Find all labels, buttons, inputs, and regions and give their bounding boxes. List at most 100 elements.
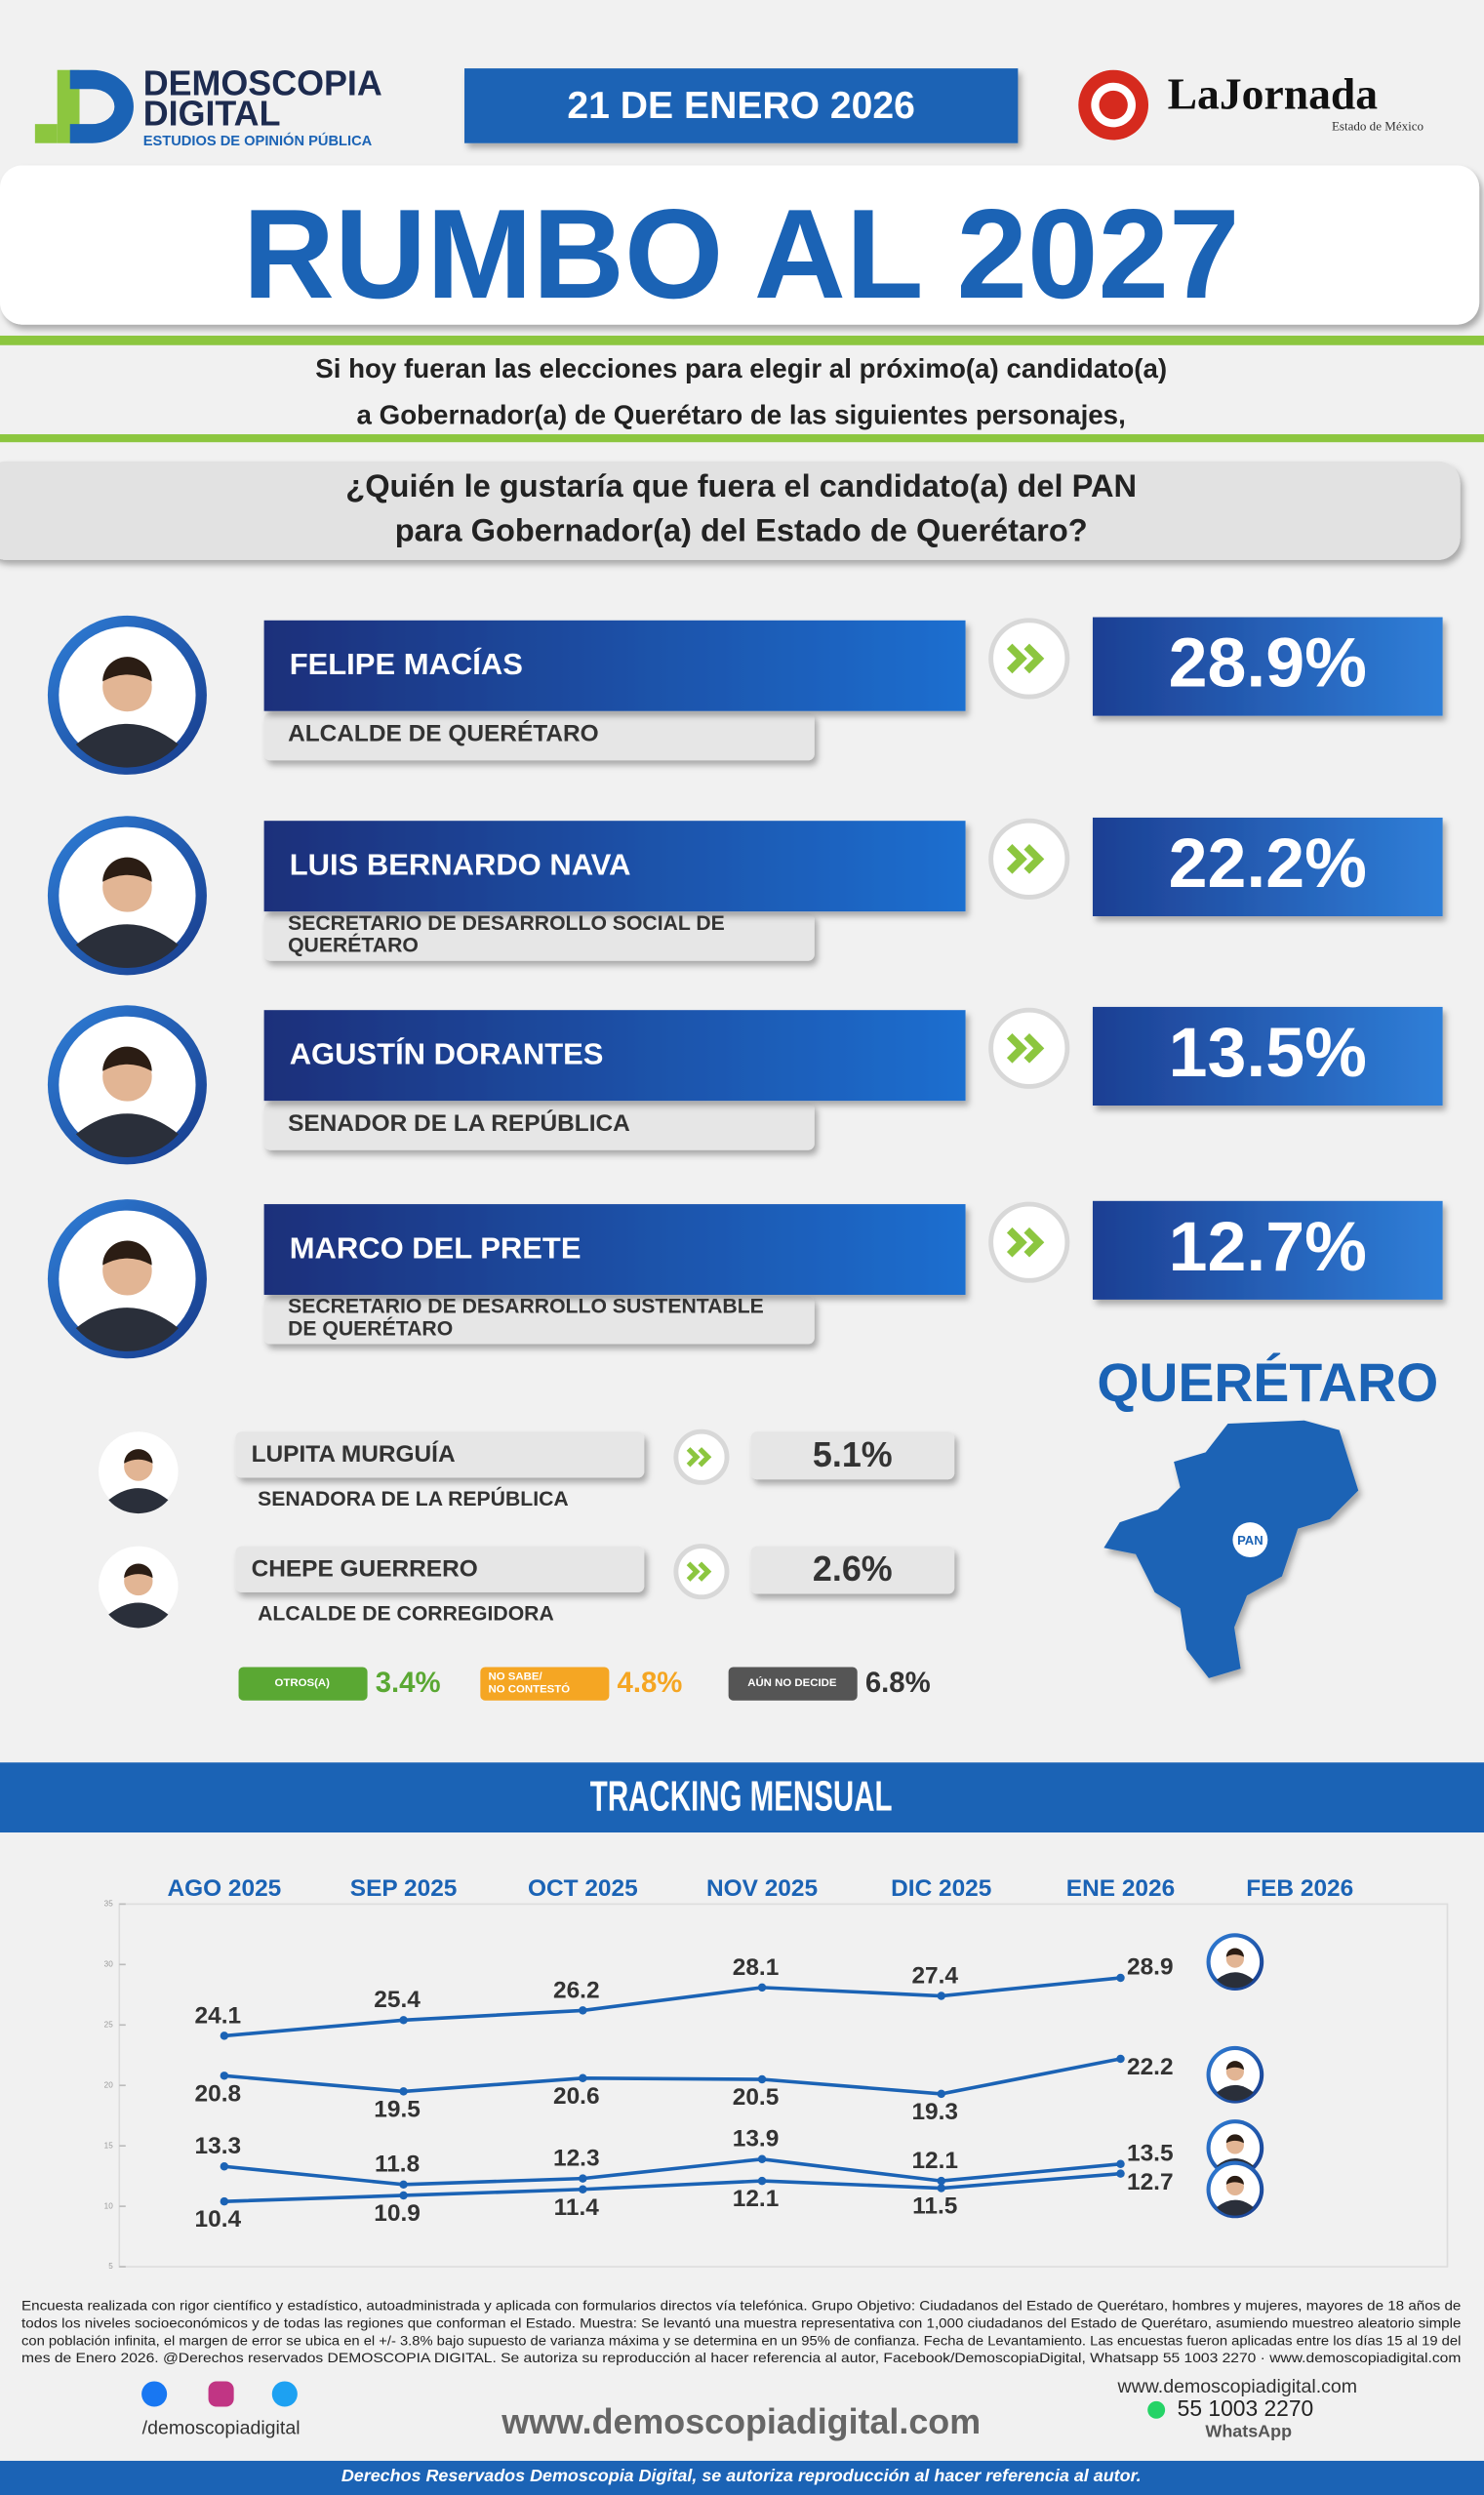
other-value: 4.8% (618, 1667, 683, 1699)
partner-logo (1078, 69, 1149, 141)
point (937, 2184, 946, 2193)
role-bar (263, 1296, 815, 1345)
other-label: OTROS(A) (275, 1677, 331, 1689)
brand: DEMOSCOPIA (143, 64, 382, 103)
y-tick-label: 25 (104, 2020, 114, 2029)
footnote: con población infinita, el margen de err… (21, 2333, 1461, 2348)
data-label: 13.9 (733, 2126, 780, 2153)
date: 21 DE ENERO 2026 (567, 85, 915, 127)
data-label: 13.5 (1127, 2140, 1174, 2166)
point (399, 2016, 408, 2025)
photo-hair (124, 1449, 153, 1464)
point (220, 2072, 229, 2080)
tracking-band (0, 1762, 1484, 1833)
photo-hair (1225, 2175, 1244, 2185)
data-label: 10.4 (195, 2206, 242, 2233)
y-tick-label: 10 (104, 2201, 114, 2210)
candidate-value: 2.6% (813, 1549, 893, 1589)
point (399, 2087, 408, 2096)
value-box (1092, 1006, 1443, 1107)
photo-hair (102, 1240, 152, 1266)
question-box (0, 461, 1461, 560)
other-box (238, 1667, 368, 1701)
title-panel (0, 165, 1480, 325)
divider (0, 434, 1484, 443)
photo-body (108, 1602, 169, 1629)
phone: 55 1003 2270 (1178, 2395, 1314, 2421)
data-label: 12.3 (553, 2146, 600, 2172)
photo-body (75, 1113, 179, 1158)
photo-body (1216, 2084, 1254, 2101)
data-label: 11.8 (375, 2152, 420, 2178)
x-tick-label: SEP 2025 (350, 1875, 458, 1902)
point (937, 2176, 946, 2186)
whatsapp-icon (1147, 2400, 1166, 2419)
point (1116, 2159, 1125, 2168)
series-line (223, 2057, 1121, 2096)
value-box (750, 1431, 955, 1480)
social-icons (141, 2381, 298, 2407)
intro: Si hoy fueran las elecciones para elegir… (315, 353, 1167, 383)
name-bar (263, 821, 966, 912)
question: ¿Quién le gustaría que fuera el candidat… (345, 467, 1137, 503)
candidate-role: SECRETARIO DE DESARROLLO SUSTENTABLE (288, 1296, 764, 1318)
data-label: 27.4 (911, 1962, 958, 1989)
data-label: 11.5 (912, 2193, 957, 2220)
value-box (1092, 1200, 1443, 1300)
arrow-circle (988, 1007, 1070, 1089)
map-shape (1103, 1420, 1359, 1678)
rights: Derechos Reservados Demoscopia Digital, … (341, 2466, 1142, 2485)
map-badge (1232, 1522, 1268, 1557)
y-tick-label: 15 (104, 2141, 114, 2150)
photo-body (75, 924, 179, 969)
point (399, 2180, 408, 2190)
data-label: 20.5 (733, 2084, 780, 2111)
other-label: AÚN NO DECIDE (747, 1676, 837, 1689)
arrow (686, 1561, 712, 1582)
other-value: 3.4% (376, 1667, 441, 1699)
data-label: 13.3 (195, 2133, 242, 2159)
photo-body (75, 1308, 179, 1351)
name-bar (263, 1204, 966, 1295)
photo-hair (102, 857, 152, 882)
other-box (728, 1667, 858, 1701)
data-label: 19.3 (911, 2099, 958, 2125)
point (220, 2196, 229, 2206)
arrow (1006, 1033, 1045, 1064)
role-bar (263, 1102, 815, 1150)
point (937, 1992, 946, 2000)
candidate-value: 5.1% (813, 1435, 893, 1474)
point (1116, 2054, 1125, 2064)
y-tick-label: 30 (104, 1959, 114, 1968)
candidate-name: MARCO DEL PRETE (290, 1231, 582, 1266)
photo-body (1216, 2199, 1254, 2216)
data-label: 10.9 (374, 2200, 421, 2227)
candidate-role: SECRETARIO DE DESARROLLO SOCIAL DE (288, 912, 725, 935)
point (579, 2174, 587, 2183)
candidate-value: 22.2% (1169, 825, 1367, 903)
photo-hair (102, 1046, 152, 1071)
value-box (1092, 617, 1443, 716)
arrow-circle (988, 818, 1070, 900)
point (1116, 1973, 1125, 1983)
arrow-circle (988, 1201, 1070, 1283)
point (1116, 2169, 1125, 2178)
x-tick-label: OCT 2025 (528, 1875, 638, 1902)
footnote: mes de Enero 2026. @Derechos reservados … (21, 2351, 1461, 2365)
data-label: 12.1 (733, 2186, 780, 2212)
candidate-name: AGUSTÍN DORANTES (290, 1037, 604, 1071)
data-label: 28.9 (1127, 1954, 1174, 1981)
role-bar (263, 912, 815, 961)
other-label: NO CONTESTÓ (488, 1682, 570, 1695)
candidate-role: ALCALDE DE QUERÉTARO (288, 720, 599, 747)
photo-hair (1225, 1948, 1244, 1957)
website: www.demoscopiadigital.com (501, 2402, 981, 2441)
arrow-circle (673, 1544, 730, 1600)
name-bar (263, 1010, 966, 1102)
x-tick-label: FEB 2026 (1246, 1875, 1353, 1902)
y-tick-label: 35 (104, 1900, 114, 1909)
role-bar (263, 712, 815, 761)
series-line (223, 2171, 1121, 2203)
point (937, 2089, 946, 2099)
